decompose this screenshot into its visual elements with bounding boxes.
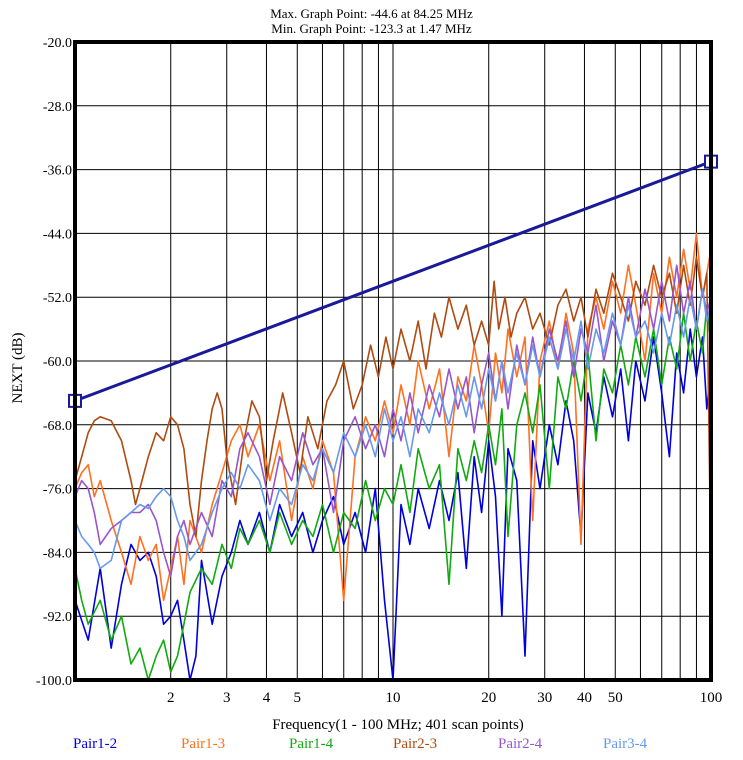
legend-entry-pair1-3: Pair1-3 [181,736,226,752]
y-tick-label: -52.0 [43,291,72,306]
series-line-pair3-4 [74,288,712,570]
x-axis-label: Frequency(1 - 100 MHz; 401 scan points) [272,717,524,733]
x-tick-label: 100 [700,690,723,706]
x-tick-label: 10 [386,690,401,706]
y-tick-label: -84.0 [43,546,72,561]
x-tick-label: 4 [263,690,271,706]
series-line-pair1-4 [74,304,712,681]
legend-entry-pair2-3: Pair2-3 [393,736,438,752]
x-tick-label: 20 [481,690,496,706]
y-tick-label: -68.0 [43,419,72,434]
y-tick-label: -76.0 [43,483,72,498]
legend-entry-pair3-4: Pair3-4 [603,736,648,752]
legend-entry-pair1-2: Pair1-2 [73,736,118,752]
x-tick-label: 40 [577,690,592,706]
series-line-pair1-2 [74,328,712,681]
x-tick-label: 30 [537,690,552,706]
y-tick-labels: -20.0 -28.0 -36.0 -44.0 -52.0 -60.0 -68.0 -76.0… [36,36,72,689]
y-tick-label: -20.0 [43,36,72,51]
grid-lines [75,42,711,680]
y-tick-label: -60.0 [43,355,72,370]
x-tick-label: 2 [167,690,175,706]
series-line-pair2-3 [74,256,712,577]
y-tick-label: -92.0 [43,610,72,625]
y-tick-label: -44.0 [43,227,72,242]
y-axis-label: NEXT (dB) [10,333,26,404]
x-tick-label: 5 [294,690,302,706]
y-tick-label: -28.0 [43,100,72,115]
y-tick-label: -100.0 [36,674,72,689]
max-graph-point-label: Max. Graph Point: -44.6 at 84.25 MHz [270,6,473,21]
x-tick-labels: 2 3 4 5 10 20 30 40 50 100 [167,690,722,706]
min-graph-point-label: Min. Graph Point: -123.3 at 1.47 MHz [271,21,472,36]
legend-entry-pair2-4: Pair2-4 [498,736,543,752]
x-tick-label: 3 [223,690,231,706]
legend-entry-pair1-4: Pair1-4 [289,736,334,752]
y-tick-label: -36.0 [43,164,72,179]
x-tick-label: 50 [608,690,623,706]
plot-frame [73,40,713,682]
series-lines [74,232,712,681]
limit-line [74,160,712,403]
